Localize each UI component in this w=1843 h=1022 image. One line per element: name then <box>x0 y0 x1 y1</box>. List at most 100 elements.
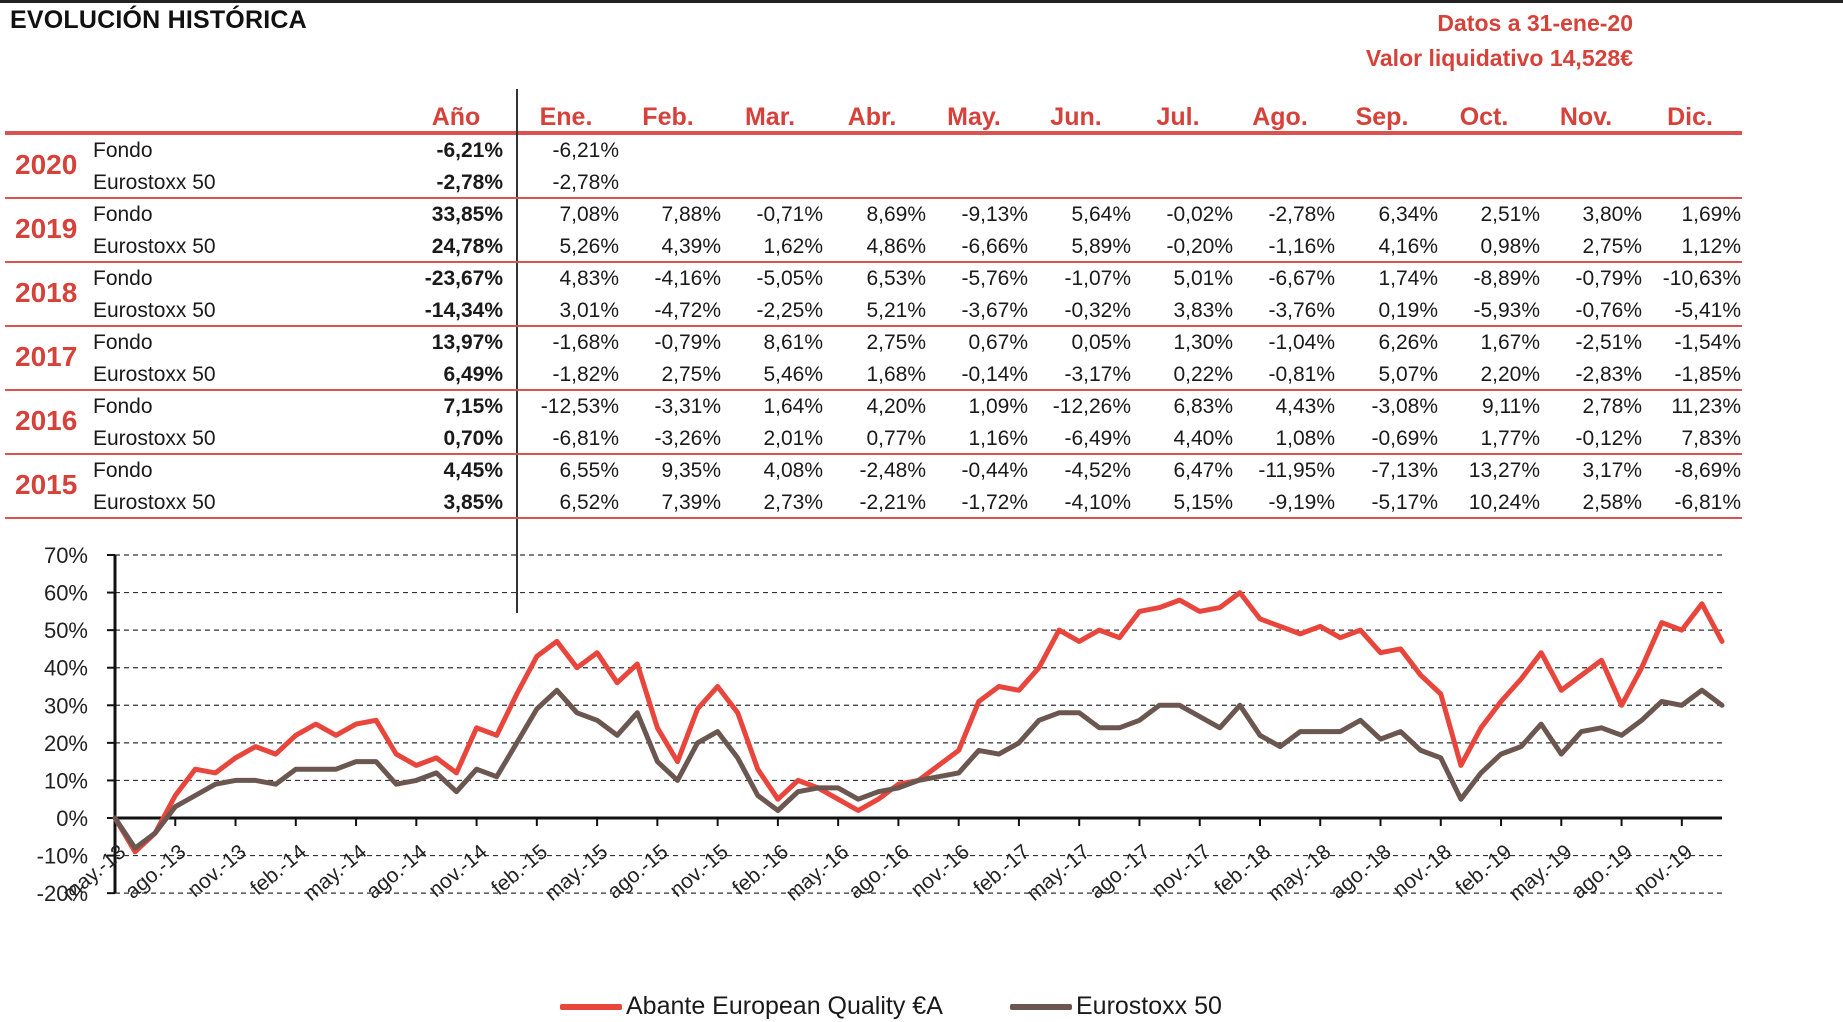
year-label: 2018 <box>15 277 78 308</box>
data-point <box>355 723 357 725</box>
data-point <box>1641 667 1643 669</box>
fund-row: Fondo -6,21% -6,21% <box>5 135 1742 167</box>
data-point <box>516 693 518 695</box>
data-point <box>777 809 779 811</box>
monthly-return-Ene.: 3,01% <box>559 299 619 322</box>
year-separator <box>5 197 1742 199</box>
monthly-return-Ene.: 4,83% <box>559 267 619 290</box>
monthly-return-May.: -0,14% <box>961 363 1028 386</box>
year-separator <box>5 261 1742 263</box>
data-point <box>255 746 257 748</box>
index-row: Eurostoxx 50 6,49% -1,82% 2,75% 5,46% 1,68% -0… <box>5 359 1742 391</box>
monthly-return-Dic.: 7,83% <box>1681 427 1741 450</box>
data-point <box>1078 712 1080 714</box>
monthly-return-Sep.: 1,74% <box>1378 267 1438 290</box>
data-point <box>415 779 417 781</box>
monthly-return-Nov.: 2,75% <box>1582 235 1642 258</box>
year-separator <box>5 325 1742 327</box>
monthly-return-May.: -5,76% <box>961 267 1028 290</box>
monthly-return-Ago.: 1,08% <box>1275 427 1335 450</box>
data-point <box>1400 648 1402 650</box>
data-point <box>556 689 558 691</box>
data-point <box>194 768 196 770</box>
data-point <box>1681 629 1683 631</box>
data-point <box>1259 734 1261 736</box>
series-line-0 <box>112 590 1725 855</box>
header-month-11: Nov. <box>1559 103 1613 131</box>
monthly-return-Feb.: -0,79% <box>654 331 721 354</box>
data-point <box>938 776 940 778</box>
data-point <box>536 655 538 657</box>
data-point <box>455 772 457 774</box>
fund-row: Fondo 7,15% -12,53% -3,31% 1,64% 4,20% 1,09% -1… <box>5 391 1742 423</box>
data-point <box>1540 652 1542 654</box>
data-point <box>1661 622 1663 624</box>
x-tick-label: may.-19 <box>1505 840 1577 905</box>
data-point <box>556 640 558 642</box>
data-point <box>536 708 538 710</box>
annual-return: 13,97% <box>431 331 503 354</box>
row-label: Fondo <box>93 331 153 354</box>
monthly-return-Ago.: -1,16% <box>1268 235 1335 258</box>
row-label: Eurostoxx 50 <box>93 491 216 514</box>
monthly-return-Jun.: 5,89% <box>1071 235 1131 258</box>
data-point <box>275 783 277 785</box>
monthly-return-Oct.: 1,67% <box>1480 331 1540 354</box>
row-label: Fondo <box>93 395 153 418</box>
monthly-return-Sep.: -0,69% <box>1371 427 1438 450</box>
data-point <box>1641 719 1643 721</box>
data-point <box>576 712 578 714</box>
data-point <box>616 682 618 684</box>
monthly-return-Abr.: -2,21% <box>859 491 926 514</box>
monthly-return-Abr.: 1,68% <box>866 363 926 386</box>
monthly-return-Nov.: -0,79% <box>1575 267 1642 290</box>
top-rule <box>0 0 1843 3</box>
data-point <box>1159 607 1161 609</box>
data-point <box>174 794 176 796</box>
data-point <box>1219 607 1221 609</box>
monthly-return-Ago.: -2,78% <box>1268 203 1335 226</box>
row-label: Eurostoxx 50 <box>93 427 216 450</box>
data-point <box>1239 704 1241 706</box>
data-point <box>496 734 498 736</box>
y-tick-label: 0% <box>56 806 88 831</box>
data-point <box>335 768 337 770</box>
data-point <box>154 832 156 834</box>
monthly-return-Ago.: -0,81% <box>1268 363 1335 386</box>
monthly-return-Dic.: -1,85% <box>1674 363 1741 386</box>
year-block-2018: 2018 Fondo -23,67% 4,83% -4,16% -5,05% 6,53% -5… <box>5 263 1742 327</box>
x-tick-label: may.-15 <box>541 840 613 905</box>
header-month-9: Sep. <box>1355 103 1409 131</box>
monthly-return-Abr.: 0,77% <box>866 427 926 450</box>
data-point <box>1339 637 1341 639</box>
header-month-6: Jun. <box>1050 103 1102 131</box>
data-point <box>857 809 859 811</box>
data-point <box>1199 716 1201 718</box>
monthly-return-Feb.: -3,31% <box>654 395 721 418</box>
monthly-return-Ene.: -1,68% <box>552 331 619 354</box>
data-point <box>1500 753 1502 755</box>
x-tick-label: may.-16 <box>782 840 854 905</box>
y-tick-label: 20% <box>44 731 88 756</box>
data-point <box>1098 629 1100 631</box>
data-point <box>1058 629 1060 631</box>
data-point <box>1299 731 1301 733</box>
data-point <box>1279 625 1281 627</box>
monthly-return-Ago.: -9,19% <box>1268 491 1335 514</box>
legend-swatch <box>560 1004 622 1011</box>
legend-label: Eurostoxx 50 <box>1076 992 1222 1020</box>
data-point <box>194 794 196 796</box>
monthly-return-Feb.: 4,39% <box>661 235 721 258</box>
data-point <box>1701 689 1703 691</box>
x-tick-label: may.-17 <box>1023 840 1095 905</box>
monthly-return-Mar.: -0,71% <box>756 203 823 226</box>
year-separator <box>5 389 1742 391</box>
data-point <box>1359 719 1361 721</box>
data-point <box>676 761 678 763</box>
monthly-return-Ene.: -6,81% <box>552 427 619 450</box>
monthly-return-Feb.: -3,26% <box>654 427 721 450</box>
data-point <box>496 776 498 778</box>
header-month-7: Jul. <box>1156 103 1200 131</box>
data-point <box>1721 704 1723 706</box>
monthly-return-Jun.: -4,52% <box>1064 459 1131 482</box>
